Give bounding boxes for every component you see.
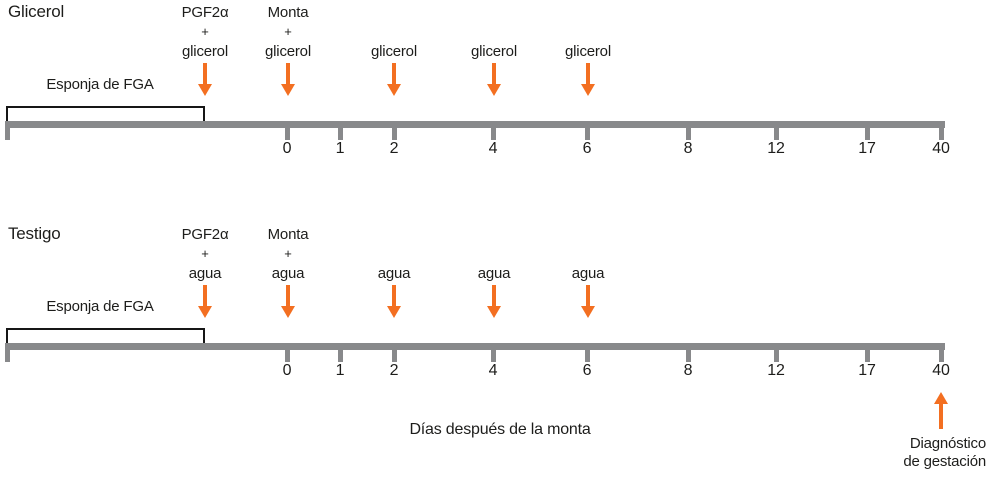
event-treatment-label: agua [571,265,605,282]
fga-sponge-label: Esponja de FGA [46,76,154,93]
axis-tick-label: 1 [335,362,345,379]
event-drug-label: PGF2α [181,226,229,243]
treatment-event: Monta + agua [243,222,333,322]
axis-tick [585,350,590,362]
axis-tick-label: 6 [582,140,592,157]
axis-tick-label: 17 [858,140,876,157]
axis-tick [5,128,10,140]
up-arrow-icon [934,392,948,429]
axis-tick [865,128,870,140]
event-drug-label: Monta [267,226,309,243]
axis-tick-label: 0 [282,140,292,157]
axis-tick-label: 4 [488,140,498,157]
axis-tick-label: 12 [767,140,785,157]
group-title: Glicerol [8,2,65,21]
event-treatment-label: agua [377,265,411,282]
down-arrow-icon [487,285,501,318]
event-drug-label: Monta [267,4,309,21]
axis-tick [774,350,779,362]
timeline-group-testigo: Testigo Esponja de FGA 0 1 2 4 6 8 12 17 40 PGF2α + a… [0,222,988,444]
down-arrow-icon [281,63,295,96]
treatment-event: agua [543,222,633,322]
timeline-axis [5,121,945,128]
event-treatment-label: glicerol [265,43,311,60]
axis-tick-label: 17 [858,362,876,379]
treatment-event: Monta + glicerol [243,0,333,100]
event-treatment-label: glicerol [182,43,228,60]
axis-tick [774,128,779,140]
event-treatment-label: agua [477,265,511,282]
axis-tick-label: 0 [282,362,292,379]
down-arrow-icon [198,285,212,318]
axis-title: Días después de la monta [409,421,591,438]
axis-tick [939,350,944,362]
treatment-event: agua [449,222,539,322]
pregnancy-diagnosis-line1: Diagnóstico [909,435,986,452]
down-arrow-icon [387,63,401,96]
treatment-event: glicerol [543,0,633,100]
axis-tick [285,350,290,362]
timeline-axis [5,343,945,350]
axis-tick-label: 40 [932,140,950,157]
fga-sponge-label: Esponja de FGA [46,298,154,315]
axis-tick [5,350,10,362]
axis-tick-label: 2 [389,140,399,157]
down-arrow-icon [198,63,212,96]
axis-tick-label: 8 [683,362,693,379]
axis-tick [285,128,290,140]
treatment-event: glicerol [449,0,539,100]
down-arrow-icon [581,63,595,96]
down-arrow-icon [281,285,295,318]
fga-sponge-bracket [6,106,205,123]
axis-tick-label: 6 [582,362,592,379]
event-plus-sign: + [284,246,292,261]
event-treatment-label: agua [271,265,305,282]
axis-tick [865,350,870,362]
axis-tick-label: 8 [683,140,693,157]
event-plus-sign: + [284,24,292,39]
axis-tick [686,350,691,362]
axis-tick-label: 1 [335,140,345,157]
event-drug-label: PGF2α [181,4,229,21]
fga-sponge-bracket [6,328,205,345]
axis-tick [686,128,691,140]
axis-tick-label: 12 [767,362,785,379]
axis-tick [939,128,944,140]
down-arrow-icon [581,285,595,318]
down-arrow-icon [387,285,401,318]
event-plus-sign: + [201,246,209,261]
treatment-event: PGF2α + agua [160,222,250,322]
event-treatment-label: glicerol [371,43,417,60]
timeline-group-glicerol: Glicerol Esponja de FGA 0 1 2 4 6 8 12 17 40 PGF2α +… [0,0,988,222]
event-treatment-label: glicerol [471,43,517,60]
pregnancy-diagnosis-label: Diagnóstico de gestación [903,435,986,471]
axis-tick [491,128,496,140]
treatment-event: agua [349,222,439,322]
event-plus-sign: + [201,24,209,39]
axis-tick [585,128,590,140]
treatment-event: glicerol [349,0,439,100]
down-arrow-icon [487,63,501,96]
axis-tick [338,128,343,140]
axis-tick [392,350,397,362]
event-treatment-label: glicerol [565,43,611,60]
axis-tick [392,128,397,140]
axis-tick-label: 2 [389,362,399,379]
axis-tick [338,350,343,362]
axis-tick-label: 40 [932,362,950,379]
pregnancy-diagnosis-line2: de gestación [903,453,986,470]
group-title: Testigo [8,224,61,243]
event-treatment-label: agua [188,265,222,282]
treatment-event: PGF2α + glicerol [160,0,250,100]
axis-tick-label: 4 [488,362,498,379]
axis-tick [491,350,496,362]
